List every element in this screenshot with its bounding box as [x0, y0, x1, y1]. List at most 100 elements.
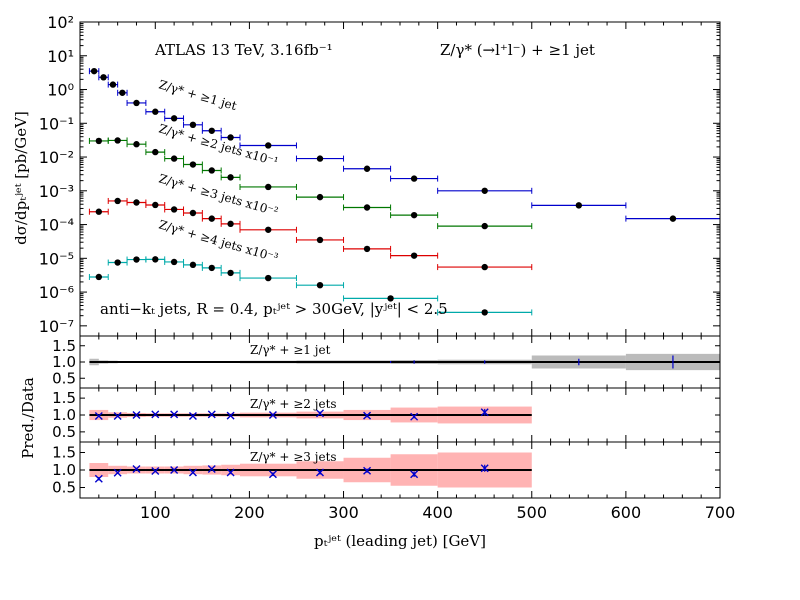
data-point-s4 — [183, 261, 203, 269]
data-point-s1 — [343, 165, 392, 172]
data-point-s1 — [239, 142, 297, 149]
data-point-s4 — [343, 295, 439, 302]
data-point-s2 — [126, 141, 147, 148]
y-tick-label: 10⁻² — [39, 148, 74, 167]
y-tick-label: 10² — [47, 13, 74, 32]
data-point-s1 — [145, 108, 166, 115]
data-point-s2 — [220, 174, 241, 181]
ratio-marker — [480, 408, 489, 417]
data-point-s3 — [201, 215, 222, 222]
x-tick-label: 500 — [516, 503, 547, 522]
y-tick-label: 10⁻¹ — [39, 114, 74, 133]
data-point-s3 — [390, 252, 439, 259]
data-point-s4 — [164, 258, 185, 266]
ratio-y-tick-label: 0.5 — [52, 479, 76, 497]
data-point-s1 — [98, 74, 109, 81]
data-point-s3 — [437, 263, 533, 271]
data-point-s1 — [437, 187, 533, 194]
ratio-y-tick-label: 1.0 — [52, 353, 76, 371]
y-tick-label: 10⁰ — [47, 81, 74, 100]
ratio-marker — [151, 410, 160, 419]
data-point-s1 — [220, 134, 241, 141]
data-point-s1 — [531, 202, 627, 209]
ratio-marker — [226, 468, 235, 477]
ratio-marker — [188, 468, 197, 477]
data-point-s4 — [239, 274, 297, 282]
ratio-y-tick-label: 1.0 — [52, 461, 76, 479]
data-point-s2 — [201, 167, 222, 174]
data-point-s1 — [117, 89, 128, 96]
data-point-s1 — [88, 67, 100, 75]
ratio-marker — [226, 411, 235, 420]
ratio-y-tick-label: 0.5 — [52, 369, 76, 387]
process-label: Z/γ* (→l⁺l⁻) + ≥1 jet — [440, 41, 595, 59]
data-point-s1 — [183, 121, 203, 129]
ratio-marker — [94, 474, 103, 483]
data-point-s2 — [88, 137, 109, 145]
ratio-marker — [188, 412, 197, 421]
ratio-y-tick-label: 1.5 — [52, 337, 76, 355]
ratio-marker — [113, 412, 122, 421]
data-point-s1 — [201, 127, 222, 134]
data-point-s3 — [295, 236, 345, 244]
ratio-marker — [316, 468, 324, 477]
ratio-y-tick-label: 1.0 — [52, 406, 76, 424]
ratio-marker — [268, 470, 277, 479]
data-point-s4 — [88, 273, 109, 281]
experiment-label: ATLAS 13 TeV, 3.16fb⁻¹ — [154, 41, 333, 59]
x-axis-label: pₜʲᵉᵗ (leading jet) [GeV] — [314, 532, 486, 550]
data-point-s1 — [164, 115, 185, 122]
data-point-s4 — [295, 281, 345, 289]
data-point-s2 — [107, 137, 128, 144]
ratio-label-1: Z/γ* + ≥1 jet — [250, 343, 331, 357]
ratio-marker — [410, 412, 419, 421]
x-tick-label: 200 — [234, 503, 265, 522]
ratio-marker — [268, 411, 277, 419]
x-tick-label: 700 — [705, 503, 736, 522]
selection-label: anti−kₜ jets, R = 0.4, pₜʲᵉᵗ > 30GeV, |y… — [100, 300, 448, 318]
data-point-s1 — [107, 81, 119, 88]
ratio-y-tick-label: 1.5 — [52, 389, 76, 407]
ratio-marker — [132, 464, 141, 473]
ratio-marker — [363, 411, 372, 420]
ratio-y-tick-label: 1.5 — [52, 444, 76, 462]
ratio-marker — [113, 468, 122, 477]
data-point-s4 — [201, 264, 222, 272]
data-point-s1 — [390, 175, 439, 182]
data-point-s3 — [343, 245, 392, 253]
ratio-marker — [207, 410, 216, 419]
data-point-s4 — [437, 309, 533, 316]
data-point-s2 — [239, 183, 297, 191]
ratio-label-2: Z/γ* + ≥2 jets — [250, 397, 337, 411]
x-tick-label: 400 — [422, 503, 453, 522]
ratio-marker — [207, 464, 216, 473]
ratio-marker — [132, 411, 141, 419]
ratio-marker — [170, 466, 179, 474]
ratio-marker — [316, 409, 324, 418]
x-tick-label: 600 — [611, 503, 642, 522]
data-point-s3 — [88, 208, 109, 215]
y-tick-label: 10⁻³ — [39, 182, 74, 201]
data-point-s3 — [183, 209, 203, 217]
ratio-marker — [94, 412, 103, 421]
data-point-s1 — [126, 99, 147, 107]
data-point-s1 — [295, 155, 345, 162]
data-point-s3 — [164, 206, 185, 213]
y-tick-label: 10⁻⁶ — [39, 283, 74, 302]
ratio-marker — [480, 464, 489, 473]
ratio-y-tick-label: 0.5 — [52, 423, 76, 441]
ratio-label-3: Z/γ* + ≥3 jets — [250, 450, 337, 464]
data-point-s2 — [295, 193, 345, 201]
data-point-s4 — [220, 269, 241, 277]
data-point-s2 — [164, 155, 185, 162]
data-point-s3 — [220, 220, 241, 228]
y-tick-label: 10⁻⁷ — [39, 317, 74, 336]
y-axis-label: dσ/dpₜʲᵉᵗ [pb/GeV] — [12, 111, 30, 245]
ratio-marker — [151, 467, 160, 476]
data-point-s2 — [343, 204, 392, 211]
data-point-s2 — [390, 211, 439, 219]
data-point-s2 — [145, 148, 166, 156]
y-tick-label: 10⁻⁵ — [39, 249, 74, 268]
ratio-marker — [170, 410, 179, 419]
